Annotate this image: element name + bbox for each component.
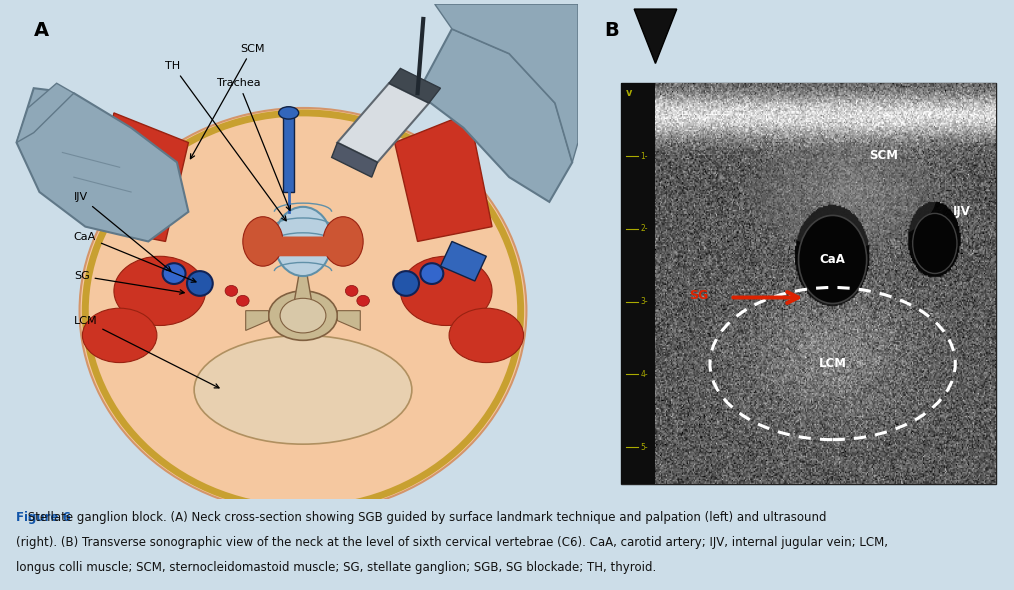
Text: v: v	[626, 88, 632, 98]
Ellipse shape	[114, 256, 206, 326]
Text: (right). (B) Transverse sonographic view of the neck at the level of sixth cervi: (right). (B) Transverse sonographic view…	[16, 536, 888, 549]
Polygon shape	[418, 29, 572, 202]
Ellipse shape	[449, 308, 523, 363]
Ellipse shape	[280, 299, 325, 333]
Text: longus colli muscle; SCM, sternocleidomastoid muscle; SG, stellate ganglion; SGB: longus colli muscle; SCM, sternocleidoma…	[16, 561, 656, 574]
Ellipse shape	[194, 335, 412, 444]
Text: LCM: LCM	[74, 316, 219, 388]
Text: 4-: 4-	[641, 370, 648, 379]
Text: 3-: 3-	[641, 297, 648, 306]
Ellipse shape	[799, 215, 867, 303]
Ellipse shape	[323, 217, 363, 266]
FancyBboxPatch shape	[622, 83, 996, 484]
Polygon shape	[634, 9, 676, 64]
Text: Figure 6: Figure 6	[16, 512, 71, 525]
Text: SCM: SCM	[191, 44, 265, 159]
Ellipse shape	[913, 214, 957, 274]
Text: SCM: SCM	[869, 149, 898, 162]
Ellipse shape	[236, 296, 249, 306]
Text: SG: SG	[74, 271, 185, 294]
Ellipse shape	[357, 296, 369, 306]
Ellipse shape	[162, 263, 186, 284]
Ellipse shape	[749, 143, 937, 247]
Text: SG: SG	[690, 289, 709, 302]
Ellipse shape	[279, 107, 299, 119]
Text: 2-: 2-	[641, 224, 648, 234]
Text: IJV: IJV	[953, 205, 971, 218]
Text: CaA: CaA	[819, 253, 846, 266]
Polygon shape	[16, 83, 74, 143]
Ellipse shape	[225, 286, 237, 296]
Text: Trachea: Trachea	[217, 78, 290, 211]
Ellipse shape	[82, 308, 157, 363]
Polygon shape	[440, 241, 487, 281]
Polygon shape	[91, 113, 189, 241]
Text: B: B	[604, 21, 620, 41]
Polygon shape	[435, 4, 578, 162]
Polygon shape	[332, 143, 377, 177]
Polygon shape	[16, 88, 189, 241]
Polygon shape	[394, 113, 492, 241]
Ellipse shape	[187, 271, 213, 296]
Polygon shape	[294, 251, 311, 301]
Text: A: A	[33, 21, 49, 41]
Polygon shape	[283, 113, 294, 192]
Ellipse shape	[401, 256, 492, 326]
Ellipse shape	[269, 291, 338, 340]
Text: 1-: 1-	[641, 152, 648, 160]
Ellipse shape	[346, 286, 358, 296]
Polygon shape	[338, 311, 360, 330]
Polygon shape	[245, 311, 269, 330]
Ellipse shape	[242, 217, 283, 266]
Text: CaA: CaA	[74, 231, 196, 282]
Ellipse shape	[275, 207, 332, 276]
Ellipse shape	[393, 271, 419, 296]
Ellipse shape	[421, 263, 443, 284]
FancyBboxPatch shape	[622, 83, 655, 484]
Text: TH: TH	[165, 61, 286, 221]
Text: LCM: LCM	[818, 357, 847, 370]
Polygon shape	[389, 68, 440, 103]
FancyBboxPatch shape	[266, 237, 341, 256]
Text: IJV: IJV	[74, 192, 170, 271]
Text: Stellate ganglion block. (A) Neck cross-section showing SGB guided by surface la: Stellate ganglion block. (A) Neck cross-…	[24, 512, 826, 525]
Text: 5-: 5-	[641, 443, 648, 452]
Polygon shape	[338, 83, 429, 162]
Ellipse shape	[79, 108, 526, 513]
